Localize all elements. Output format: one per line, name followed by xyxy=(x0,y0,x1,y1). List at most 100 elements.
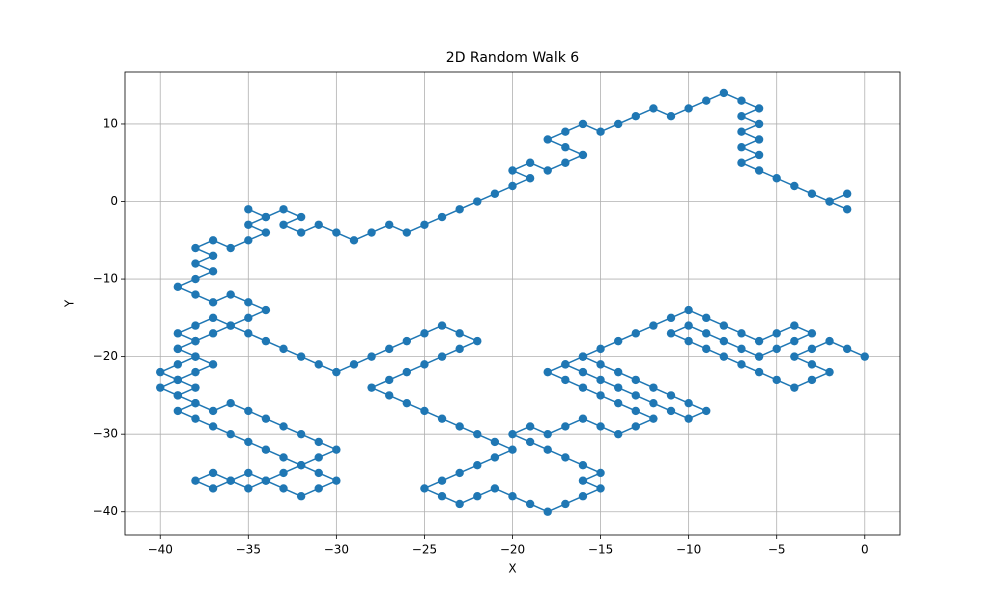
walk-point xyxy=(296,352,306,361)
walk-point xyxy=(402,398,412,408)
walk-point xyxy=(367,383,376,392)
walk-point xyxy=(754,367,764,377)
walk-point xyxy=(596,360,605,369)
walk-point xyxy=(631,422,640,431)
walk-point xyxy=(684,321,693,330)
walk-point xyxy=(561,375,570,385)
walk-point xyxy=(737,127,746,136)
walk-point xyxy=(437,414,447,423)
walk-point xyxy=(525,499,535,509)
walk-point xyxy=(525,158,535,167)
walk-point xyxy=(455,468,464,478)
walk-point xyxy=(261,212,271,222)
walk-point xyxy=(596,375,605,385)
walk-point xyxy=(279,422,288,431)
walk-point xyxy=(208,329,218,338)
walk-point xyxy=(631,375,640,385)
walk-point xyxy=(790,336,799,346)
walk-point xyxy=(702,313,711,323)
walk-point xyxy=(578,476,588,485)
walk-point xyxy=(279,220,288,229)
walk-point xyxy=(244,205,253,214)
walk-point xyxy=(156,367,165,377)
walk-point xyxy=(244,468,253,478)
walk-point xyxy=(596,127,605,136)
walk-point xyxy=(437,352,447,361)
walk-point xyxy=(437,321,447,330)
walk-point xyxy=(613,429,623,439)
walk-point xyxy=(543,429,552,439)
walk-point xyxy=(296,461,306,470)
walk-point xyxy=(543,507,552,516)
walk-point xyxy=(561,143,570,152)
walk-point xyxy=(578,119,588,129)
walk-point xyxy=(825,367,834,377)
walk-point xyxy=(790,383,799,392)
walk-point xyxy=(596,484,605,493)
walk-point xyxy=(578,414,588,423)
walk-point xyxy=(173,344,183,354)
walk-point xyxy=(508,492,517,501)
walk-point xyxy=(244,313,253,323)
walk-point xyxy=(208,422,218,431)
walk-point xyxy=(367,228,376,237)
walk-point xyxy=(790,181,799,191)
walk-point xyxy=(402,367,412,377)
walk-point xyxy=(173,375,183,385)
walk-point xyxy=(790,321,799,330)
walk-point xyxy=(314,437,323,447)
walk-point xyxy=(244,484,253,493)
walk-point xyxy=(402,228,412,237)
y-axis-label: Y xyxy=(63,299,77,308)
walk-point xyxy=(561,158,570,167)
walk-point xyxy=(754,135,764,144)
walk-point xyxy=(208,313,218,323)
walk-point xyxy=(578,461,588,470)
walk-point xyxy=(349,360,359,369)
walk-point xyxy=(226,398,235,408)
walk-point xyxy=(208,267,218,276)
walk-point xyxy=(842,344,852,354)
walk-point xyxy=(613,383,623,392)
walk-point xyxy=(772,375,781,385)
walk-point xyxy=(754,150,764,160)
x-tick-label: −20 xyxy=(500,543,525,557)
plot-area xyxy=(156,88,869,516)
walk-point xyxy=(455,499,464,509)
walk-point xyxy=(191,336,200,346)
walk-point xyxy=(191,243,200,253)
walk-point xyxy=(261,445,271,454)
walk-point xyxy=(332,228,341,237)
walk-point xyxy=(261,414,271,423)
walk-point xyxy=(173,329,183,338)
x-tick-label: −10 xyxy=(676,543,701,557)
walk-point xyxy=(719,336,729,346)
walk-point xyxy=(244,329,253,338)
walk-point xyxy=(596,391,605,400)
y-tick-label: 0 xyxy=(110,194,118,208)
walk-point xyxy=(561,499,570,509)
walk-point xyxy=(666,406,676,416)
y-tick-label: −40 xyxy=(93,504,118,518)
walk-point xyxy=(754,119,764,129)
walk-point xyxy=(737,143,746,152)
y-tick-label: −20 xyxy=(93,349,118,363)
walk-point xyxy=(613,398,623,408)
walk-point xyxy=(226,476,235,485)
walk-point xyxy=(666,329,676,338)
chart-title: 2D Random Walk 6 xyxy=(446,50,580,66)
walk-point xyxy=(666,112,676,121)
y-tick-label: −30 xyxy=(93,427,118,441)
walk-point xyxy=(631,391,640,400)
walk-point xyxy=(173,391,183,400)
walk-point xyxy=(314,484,323,493)
grid xyxy=(125,72,900,535)
walk-point xyxy=(596,422,605,431)
walk-point xyxy=(490,437,500,447)
walk-point xyxy=(279,344,288,354)
walk-point xyxy=(543,135,552,144)
walk-point xyxy=(208,236,218,245)
walk-point xyxy=(226,429,235,439)
